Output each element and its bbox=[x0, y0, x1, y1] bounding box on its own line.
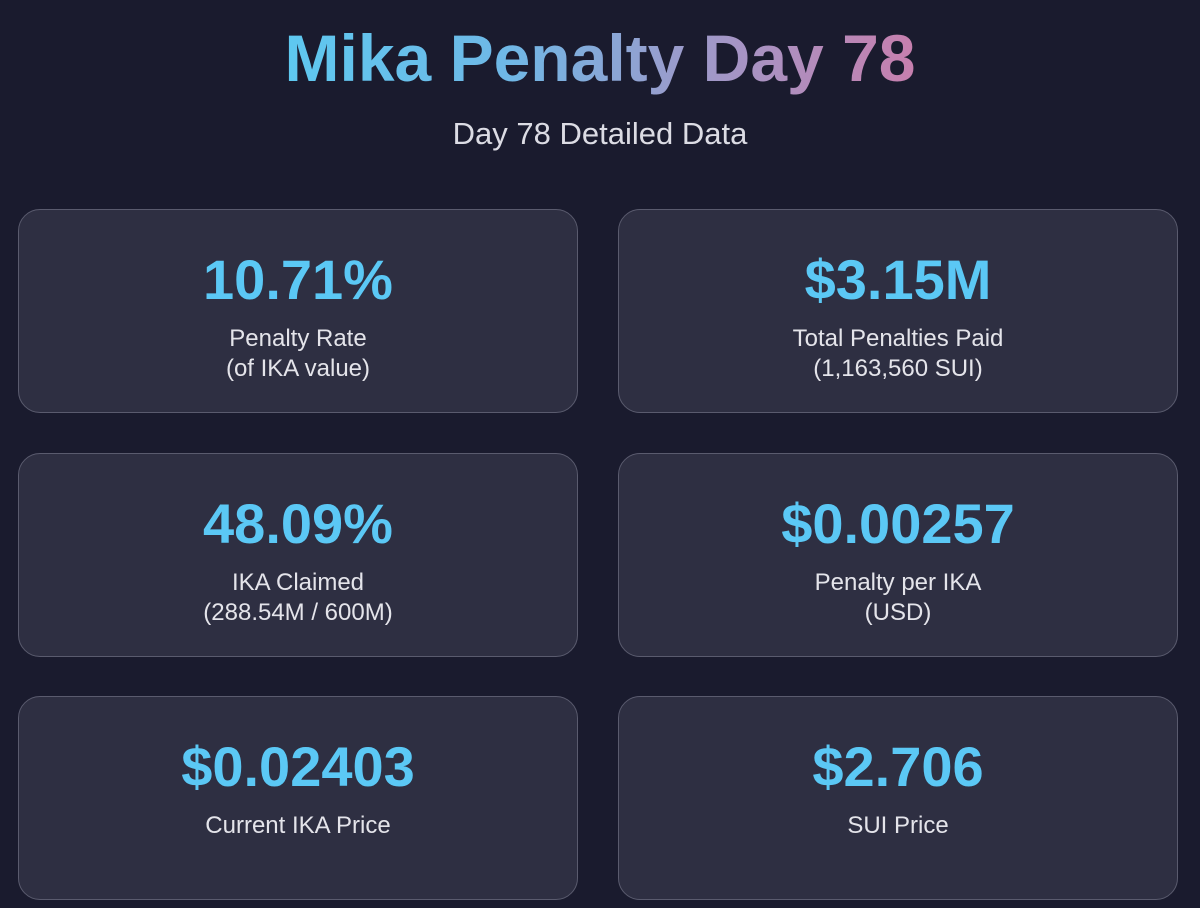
stat-value: $0.02403 bbox=[181, 735, 415, 798]
stat-label: SUI Price bbox=[847, 812, 949, 839]
stat-sublabel: (of IKA value) bbox=[225, 355, 371, 382]
stat-label: IKA Claimed bbox=[231, 569, 365, 596]
stat-card-penalty-rate: 10.71% Penalty Rate (of IKA value) bbox=[18, 209, 578, 413]
stat-sublabel: (1,163,560 SUI) bbox=[813, 355, 983, 382]
stat-card-ika-claimed: 48.09% IKA Claimed (288.54M / 600M) bbox=[18, 453, 578, 657]
stat-value: $0.00257 bbox=[781, 492, 1015, 555]
stat-label: Total Penalties Paid bbox=[792, 325, 1004, 352]
stat-sublabel: (USD) bbox=[864, 599, 932, 626]
stat-card-ika-price: $0.02403 Current IKA Price bbox=[18, 696, 578, 900]
stat-card-sui-price: $2.706 SUI Price bbox=[618, 696, 1178, 900]
stat-value: $2.706 bbox=[812, 735, 984, 798]
stat-value: $3.15M bbox=[804, 248, 992, 311]
stat-label: Current IKA Price bbox=[205, 812, 391, 839]
page-title-text: Mika Penalty Day 78 bbox=[284, 21, 916, 95]
stat-sublabel: (288.54M / 600M) bbox=[203, 599, 393, 626]
stat-label: Penalty Rate bbox=[229, 325, 367, 352]
page-title: Mika Penalty Day 78 bbox=[0, 18, 1200, 98]
stat-card-total-penalties: $3.15M Total Penalties Paid (1,163,560 S… bbox=[618, 209, 1178, 413]
stat-value: 48.09% bbox=[203, 492, 393, 555]
page-subtitle: Day 78 Detailed Data bbox=[452, 116, 748, 151]
stat-value: 10.71% bbox=[203, 248, 393, 311]
stat-card-penalty-per-ika: $0.00257 Penalty per IKA (USD) bbox=[618, 453, 1178, 657]
stat-label: Penalty per IKA bbox=[814, 569, 982, 596]
